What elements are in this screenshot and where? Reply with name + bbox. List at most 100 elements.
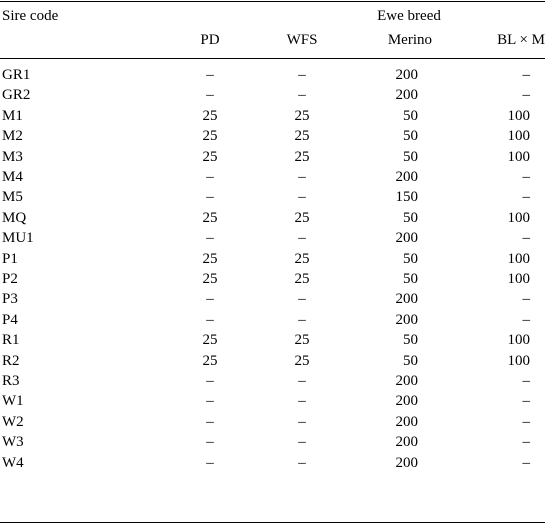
row-bl-x-m-value: 100 — [507, 108, 531, 124]
row-wfs-value: 25 — [294, 271, 310, 287]
row-sire-code: P3 — [2, 291, 18, 307]
row-pd-value: 25 — [202, 251, 218, 267]
bottom-rule — [0, 522, 545, 523]
row-bl-x-m-value: – — [522, 87, 531, 103]
row-merino-value: 200 — [395, 230, 419, 246]
row-bl-x-m-value: – — [522, 434, 531, 450]
row-wfs-value: 25 — [294, 251, 310, 267]
row-bl-x-m-value: 100 — [507, 332, 531, 348]
row-pd-value: – — [206, 414, 214, 430]
row-pd-value: 25 — [202, 353, 218, 369]
row-sire-code: P2 — [2, 271, 18, 287]
row-sire-code: M5 — [2, 189, 23, 205]
row-pd-value: – — [206, 455, 214, 471]
top-rule — [0, 1, 545, 2]
row-merino-value: 200 — [395, 393, 419, 409]
row-sire-code: R2 — [2, 353, 20, 369]
row-merino-value: 50 — [403, 210, 418, 226]
row-wfs-value: – — [298, 414, 306, 430]
row-wfs-value: – — [298, 455, 306, 471]
row-merino-value: 200 — [395, 373, 419, 389]
row-sire-code: P4 — [2, 312, 18, 328]
row-sire-code: M1 — [2, 108, 23, 124]
row-bl-x-m-value: 100 — [507, 128, 531, 144]
row-wfs-value: – — [298, 169, 306, 185]
row-sire-code: MQ — [2, 210, 27, 226]
row-pd-value: – — [206, 189, 214, 205]
row-merino-value: 200 — [395, 169, 419, 185]
row-merino-value: 50 — [403, 149, 418, 165]
row-bl-x-m-value: – — [522, 169, 531, 185]
row-bl-x-m-value: 100 — [507, 251, 531, 267]
row-bl-x-m-value: – — [522, 230, 531, 246]
row-merino-value: 50 — [403, 251, 418, 267]
row-bl-x-m-value: – — [522, 455, 531, 471]
row-bl-x-m-value: 100 — [507, 353, 531, 369]
row-merino-value: 50 — [403, 108, 418, 124]
row-sire-code: W1 — [2, 393, 24, 409]
row-wfs-value: 25 — [294, 210, 310, 226]
row-bl-x-m-value: – — [522, 373, 531, 389]
header-wfs: WFS — [286, 32, 318, 48]
row-wfs-value: – — [298, 312, 306, 328]
row-bl-x-m-value: – — [522, 312, 531, 328]
row-bl-x-m-value: – — [522, 291, 531, 307]
row-pd-value: 25 — [202, 271, 218, 287]
row-pd-value: – — [206, 169, 214, 185]
row-sire-code: GR2 — [2, 87, 31, 103]
header-merino: Merino — [387, 32, 432, 48]
row-pd-value: – — [206, 434, 214, 450]
row-sire-code: M2 — [2, 128, 23, 144]
row-wfs-value: 25 — [294, 332, 310, 348]
row-bl-x-m-value: 100 — [507, 149, 531, 165]
header-rule — [0, 58, 545, 59]
row-pd-value: – — [206, 373, 214, 389]
row-bl-x-m-value: – — [522, 414, 531, 430]
row-merino-value: 50 — [403, 271, 418, 287]
row-wfs-value: – — [298, 87, 306, 103]
row-merino-value: 150 — [395, 189, 419, 205]
row-bl-x-m-value: – — [522, 189, 531, 205]
row-merino-value: 200 — [395, 434, 419, 450]
row-wfs-value: 25 — [294, 108, 310, 124]
row-bl-x-m-value: – — [522, 393, 531, 409]
row-sire-code: W4 — [2, 455, 24, 471]
row-wfs-value: – — [298, 393, 306, 409]
row-wfs-value: – — [298, 434, 306, 450]
row-pd-value: 25 — [202, 108, 218, 124]
row-pd-value: 25 — [202, 210, 218, 226]
row-sire-code: W2 — [2, 414, 24, 430]
header-sire-code: Sire code — [2, 8, 59, 24]
row-sire-code: R1 — [2, 332, 20, 348]
header-pd: PD — [200, 32, 220, 48]
row-merino-value: 200 — [395, 414, 419, 430]
row-sire-code: W3 — [2, 434, 24, 450]
row-wfs-value: 25 — [294, 353, 310, 369]
row-bl-x-m-value: 100 — [507, 210, 531, 226]
row-merino-value: 200 — [395, 312, 419, 328]
row-merino-value: 50 — [403, 332, 418, 348]
row-sire-code: P1 — [2, 251, 18, 267]
row-wfs-value: 25 — [294, 128, 310, 144]
row-pd-value: – — [206, 230, 214, 246]
row-merino-value: 200 — [395, 291, 419, 307]
row-sire-code: GR1 — [2, 67, 31, 83]
row-wfs-value: – — [298, 373, 306, 389]
header-bl-x-m: BL × M — [497, 32, 545, 48]
row-sire-code: MU1 — [2, 230, 34, 246]
row-merino-value: 50 — [403, 128, 418, 144]
row-wfs-value: – — [298, 291, 306, 307]
row-sire-code: M4 — [2, 169, 23, 185]
row-merino-value: 50 — [403, 353, 418, 369]
row-merino-value: 200 — [395, 67, 419, 83]
row-pd-value: – — [206, 87, 214, 103]
row-pd-value: – — [206, 312, 214, 328]
row-wfs-value: – — [298, 67, 306, 83]
header-ewe-breed: Ewe breed — [377, 8, 441, 24]
row-bl-x-m-value: – — [522, 67, 531, 83]
row-pd-value: 25 — [202, 149, 218, 165]
row-sire-code: M3 — [2, 149, 23, 165]
row-wfs-value: – — [298, 189, 306, 205]
row-pd-value: 25 — [202, 332, 218, 348]
